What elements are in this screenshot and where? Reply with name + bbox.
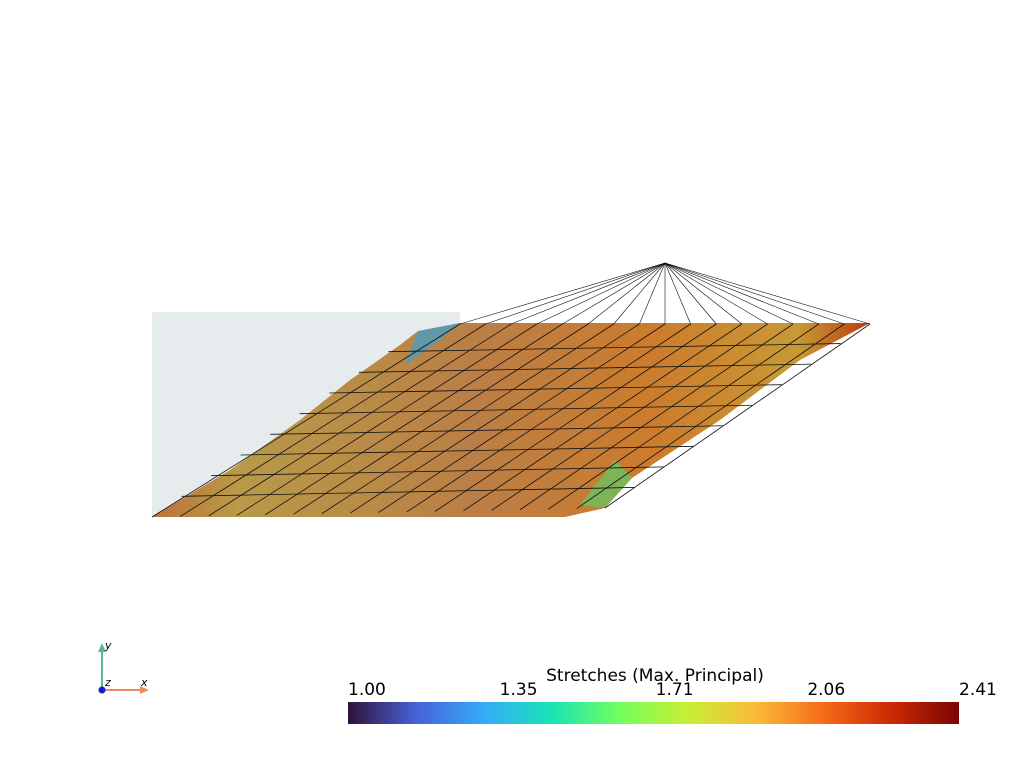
wire <box>664 262 743 325</box>
mesh-column <box>548 323 819 510</box>
mesh-column <box>434 323 717 512</box>
mesh-column <box>180 323 486 517</box>
mesh-column <box>208 323 512 517</box>
mesh-column <box>378 323 666 513</box>
wire <box>664 262 691 325</box>
mesh-column <box>349 323 640 514</box>
wire <box>664 262 871 325</box>
colorbar-tick-label: 2.06 <box>807 680 845 700</box>
mesh-row <box>270 425 723 435</box>
mesh-column <box>236 323 538 516</box>
colorbar-tick-label: 1.35 <box>500 680 538 700</box>
mesh-row <box>388 343 841 353</box>
mesh-row <box>181 487 635 497</box>
wire <box>664 262 794 325</box>
x-arrow-head <box>140 686 149 694</box>
wire <box>664 262 845 325</box>
wire <box>587 262 666 325</box>
mesh-column <box>293 323 589 515</box>
wire <box>562 262 666 325</box>
orientation-widget: y z x <box>98 639 149 694</box>
mesh-row <box>240 445 694 456</box>
mesh-row <box>329 384 782 394</box>
mesh-column <box>151 323 461 518</box>
z-axis-dot <box>98 686 106 694</box>
wire <box>613 262 666 325</box>
mesh-row <box>211 466 664 477</box>
colorbar <box>348 702 959 724</box>
mesh-column <box>576 323 845 509</box>
z-axis-label: z <box>104 676 111 689</box>
mesh-column <box>519 323 794 511</box>
colorbar-tick-label: 1.00 <box>348 680 386 700</box>
y-arrow-head <box>98 643 106 652</box>
mesh-highlight <box>405 323 460 365</box>
mesh-column <box>321 323 614 514</box>
wire <box>459 262 666 325</box>
wire <box>664 262 717 325</box>
x-axis-label: x <box>140 676 148 689</box>
wire <box>511 262 666 325</box>
mesh-column <box>265 323 563 516</box>
colorbar-tick-label: 2.41 <box>959 680 997 700</box>
wire <box>664 262 768 325</box>
mesh-column <box>406 323 691 513</box>
wire <box>536 262 666 325</box>
mesh-row <box>358 363 812 373</box>
y-axis-label: y <box>104 639 112 652</box>
mesh-column <box>491 323 768 511</box>
wire <box>664 262 819 325</box>
wire <box>639 262 666 325</box>
colorbar-title: Stretches (Max. Principal) <box>546 666 764 686</box>
mesh-column <box>463 323 743 512</box>
wire <box>485 262 666 325</box>
colorbar-tick-label: 1.71 <box>656 680 694 700</box>
mesh-lines <box>151 262 871 518</box>
mesh-highlight <box>580 460 632 508</box>
mesh-row <box>299 404 753 415</box>
mesh-column <box>604 323 871 509</box>
deformed-mesh <box>152 323 870 517</box>
